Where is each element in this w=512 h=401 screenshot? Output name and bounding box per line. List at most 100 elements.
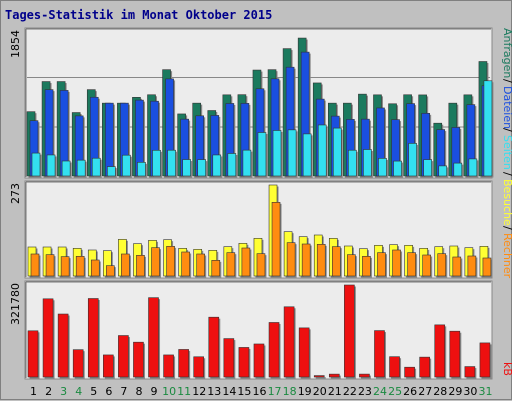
bar-rechner-day-30 bbox=[467, 255, 477, 277]
bar-seiten-day-1 bbox=[31, 152, 41, 177]
x-tick-label-day-14: 14 bbox=[222, 385, 236, 398]
x-tick-label-day-8: 8 bbox=[135, 385, 142, 398]
x-tick-label-day-29: 29 bbox=[448, 385, 462, 398]
bar-seiten-day-14 bbox=[227, 153, 237, 177]
bar-kb-day-6 bbox=[103, 354, 114, 378]
bar-seiten-day-8 bbox=[137, 162, 146, 177]
legend-seiten: Seiten bbox=[501, 135, 512, 170]
bar-seiten-day-28 bbox=[438, 165, 448, 177]
bar-rechner-day-17 bbox=[271, 202, 281, 277]
bar-seiten-day-27 bbox=[423, 159, 432, 177]
bar-rechner-day-29 bbox=[452, 256, 462, 277]
bar-kb-day-30 bbox=[464, 366, 476, 378]
x-tick-label-day-30: 30 bbox=[463, 385, 477, 398]
x-tick-label-day-22: 22 bbox=[343, 385, 357, 398]
y-max-label-top: 1854 bbox=[9, 30, 22, 58]
bar-kb-day-16 bbox=[253, 343, 265, 378]
bar-rechner-day-27 bbox=[422, 254, 431, 277]
bar-rechner-day-19 bbox=[301, 243, 311, 277]
bar-kb-day-28 bbox=[434, 324, 446, 378]
bar-seiten-day-9 bbox=[152, 149, 161, 177]
bar-kb-day-11 bbox=[178, 349, 189, 378]
bar-rechner-day-1 bbox=[30, 253, 40, 277]
bar-seiten-day-30 bbox=[468, 158, 478, 177]
bar-kb-day-19 bbox=[298, 327, 310, 378]
bar-kb-day-22 bbox=[344, 284, 355, 378]
x-tick-label-day-28: 28 bbox=[433, 385, 447, 398]
x-tick-label-day-24: 24 bbox=[373, 385, 387, 398]
x-tick-label-day-21: 21 bbox=[328, 385, 342, 398]
bar-seiten-day-12 bbox=[197, 159, 207, 177]
x-tick-label-day-6: 6 bbox=[105, 385, 112, 398]
y-max-label-bottom: 321780 bbox=[9, 283, 22, 325]
x-tick-label-day-18: 18 bbox=[283, 385, 297, 398]
bar-rechner-day-6 bbox=[106, 265, 115, 277]
bar-rechner-day-22 bbox=[347, 254, 356, 277]
bar-kb-day-14 bbox=[223, 338, 235, 378]
bar-rechner-day-7 bbox=[121, 253, 130, 277]
x-tick-label-day-16: 16 bbox=[253, 385, 267, 398]
legend-sep-3: / bbox=[501, 172, 512, 176]
bar-seiten-day-2 bbox=[46, 154, 56, 177]
bar-seiten-day-18 bbox=[287, 129, 297, 177]
bar-seiten-day-17 bbox=[272, 130, 282, 177]
x-tick-label-day-26: 26 bbox=[403, 385, 417, 398]
bar-rechner-day-23 bbox=[362, 256, 371, 277]
y-max-label-middle: 273 bbox=[9, 183, 22, 204]
bar-seiten-day-26 bbox=[408, 143, 417, 177]
bar-kb-day-27 bbox=[419, 356, 430, 378]
x-tick-label-day-1: 1 bbox=[30, 385, 37, 398]
chart-title: Tages-Statistik im Monat Oktober 2015 bbox=[5, 8, 272, 22]
x-tick-label-day-5: 5 bbox=[90, 385, 97, 398]
x-tick-label-day-15: 15 bbox=[237, 385, 251, 398]
bar-rechner-day-12 bbox=[196, 253, 206, 277]
bar-seiten-day-20 bbox=[317, 124, 327, 177]
x-tick-label-day-3: 3 bbox=[60, 385, 67, 398]
bar-kb-day-8 bbox=[133, 341, 144, 378]
bar-seiten-day-22 bbox=[348, 149, 357, 177]
bar-kb-day-4 bbox=[72, 349, 84, 378]
bar-rechner-day-5 bbox=[90, 259, 100, 277]
x-tick-label-day-19: 19 bbox=[298, 385, 312, 398]
bar-kb-day-21 bbox=[328, 373, 340, 378]
x-tick-label-day-23: 23 bbox=[358, 385, 372, 398]
bar-seiten-day-23 bbox=[363, 149, 372, 177]
bar-kb-day-3 bbox=[57, 313, 69, 378]
bar-kb-day-2 bbox=[42, 298, 54, 378]
x-tick-label-day-13: 13 bbox=[207, 385, 221, 398]
bar-seiten-day-15 bbox=[242, 149, 252, 177]
x-tick-label-day-31: 31 bbox=[478, 385, 492, 398]
bar-seiten-day-31 bbox=[483, 80, 493, 177]
bar-rechner-day-4 bbox=[75, 256, 85, 277]
bar-kb-day-7 bbox=[118, 335, 129, 378]
bar-rechner-day-28 bbox=[437, 253, 447, 277]
bar-rechner-day-11 bbox=[181, 251, 190, 277]
bar-rechner-day-24 bbox=[377, 252, 386, 277]
bar-kb-day-1 bbox=[27, 330, 39, 378]
bar-seiten-day-19 bbox=[302, 133, 312, 177]
bar-seiten-day-13 bbox=[212, 154, 222, 177]
bar-kb-day-12 bbox=[193, 356, 205, 378]
bar-seiten-day-24 bbox=[378, 158, 387, 177]
bar-rechner-day-31 bbox=[482, 257, 492, 277]
bar-kb-day-20-shadow bbox=[315, 377, 326, 379]
bar-kb-day-9 bbox=[148, 297, 159, 378]
bar-seiten-day-11 bbox=[182, 159, 191, 177]
bar-rechner-day-16 bbox=[256, 253, 266, 277]
bar-seiten-day-6 bbox=[107, 166, 116, 177]
x-tick-label-day-10: 10 bbox=[162, 385, 176, 398]
bar-seiten-day-21 bbox=[332, 127, 342, 177]
bar-dateien-day-6 bbox=[105, 102, 114, 177]
x-tick-label-day-27: 27 bbox=[418, 385, 432, 398]
x-tick-label-day-12: 12 bbox=[192, 385, 206, 398]
bar-kb-day-15 bbox=[238, 347, 250, 378]
bar-kb-day-5 bbox=[87, 298, 99, 378]
x-tick-label-day-9: 9 bbox=[151, 385, 158, 398]
bar-rechner-day-20 bbox=[316, 244, 326, 277]
bar-seiten-day-3 bbox=[61, 160, 71, 177]
legend-kb: kB bbox=[501, 362, 512, 376]
chart-panels: 1854273321780Anfragen/Dateien/Seiten/Bes… bbox=[9, 27, 512, 398]
bar-kb-day-17 bbox=[268, 322, 280, 378]
